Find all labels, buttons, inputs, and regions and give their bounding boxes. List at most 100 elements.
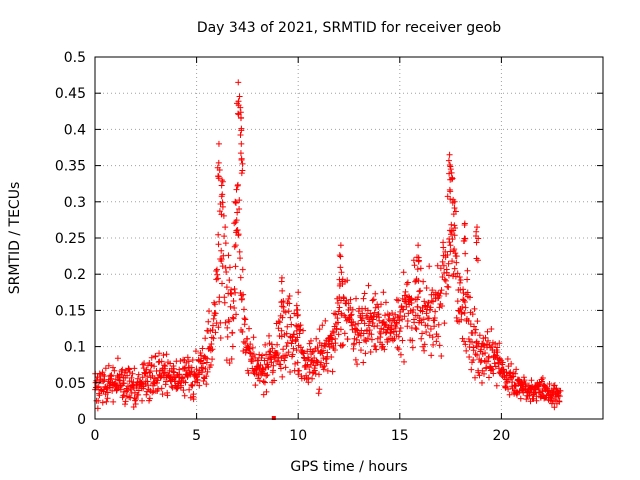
data-point xyxy=(474,343,481,350)
data-point xyxy=(336,252,343,259)
data-point xyxy=(291,331,298,338)
data-point xyxy=(496,340,503,347)
data-point xyxy=(210,335,217,342)
data-point xyxy=(363,338,370,345)
data-point xyxy=(535,386,542,393)
data-point xyxy=(451,265,458,272)
data-point xyxy=(461,298,468,305)
data-point xyxy=(424,303,431,310)
data-point xyxy=(451,246,458,253)
data-point xyxy=(135,391,142,398)
data-point xyxy=(324,349,331,356)
data-point xyxy=(423,284,430,291)
data-point xyxy=(228,291,235,298)
data-point xyxy=(360,359,367,366)
data-point xyxy=(552,396,559,403)
data-point xyxy=(120,380,127,387)
data-point xyxy=(250,351,257,358)
data-point xyxy=(174,385,181,392)
data-point xyxy=(260,378,267,385)
data-point xyxy=(462,304,469,311)
data-point xyxy=(143,391,150,398)
data-point xyxy=(473,239,480,246)
data-point xyxy=(490,370,497,377)
data-point xyxy=(460,297,467,304)
data-point xyxy=(247,341,254,348)
x-tick-label: 0 xyxy=(91,428,100,444)
data-point xyxy=(446,151,453,158)
data-point xyxy=(285,349,292,356)
data-point xyxy=(404,279,411,286)
data-point xyxy=(216,208,223,215)
data-point xyxy=(250,334,257,341)
data-point xyxy=(466,294,473,301)
data-point xyxy=(202,335,209,342)
data-point xyxy=(221,299,228,306)
data-point xyxy=(229,314,236,321)
data-point xyxy=(461,221,468,228)
data-point xyxy=(266,348,273,355)
data-point xyxy=(205,318,212,325)
data-point xyxy=(225,252,232,259)
data-point xyxy=(445,272,452,279)
data-point xyxy=(348,311,355,318)
data-point xyxy=(447,196,454,203)
data-point xyxy=(239,160,246,167)
data-point xyxy=(377,330,384,337)
data-point xyxy=(424,322,431,329)
data-point xyxy=(212,310,219,317)
data-point xyxy=(234,209,241,216)
data-point xyxy=(508,360,515,367)
data-point xyxy=(194,377,201,384)
data-point xyxy=(335,331,342,338)
data-point xyxy=(347,296,354,303)
data-point xyxy=(439,303,446,310)
data-point xyxy=(451,222,458,229)
data-point xyxy=(126,366,133,373)
data-point xyxy=(372,304,379,311)
data-point xyxy=(437,265,444,272)
data-point xyxy=(337,253,344,260)
data-point xyxy=(146,369,153,376)
data-point xyxy=(489,366,496,373)
data-point xyxy=(245,370,252,377)
data-point xyxy=(214,271,221,278)
data-point xyxy=(445,157,452,164)
data-point xyxy=(447,163,454,170)
data-point xyxy=(255,357,262,364)
data-point xyxy=(357,347,364,354)
data-point xyxy=(135,371,142,378)
data-point xyxy=(236,93,243,100)
data-point xyxy=(451,198,458,205)
data-point xyxy=(393,319,400,326)
data-point xyxy=(471,305,478,312)
data-point xyxy=(114,355,121,362)
data-point xyxy=(467,321,474,328)
data-point xyxy=(230,315,237,322)
data-point xyxy=(461,309,468,316)
data-point xyxy=(494,349,501,356)
data-point xyxy=(203,381,210,388)
data-point xyxy=(484,328,491,335)
data-point xyxy=(336,304,343,311)
data-point xyxy=(456,279,463,286)
data-point xyxy=(285,308,292,315)
x-tick-label: 5 xyxy=(192,428,201,444)
data-point xyxy=(427,307,434,314)
data-point xyxy=(242,316,249,323)
data-point xyxy=(428,297,435,304)
data-point xyxy=(296,367,303,374)
data-point xyxy=(485,353,492,360)
data-point xyxy=(509,379,516,386)
data-point xyxy=(449,236,456,243)
data-point xyxy=(238,127,245,134)
data-point xyxy=(210,322,217,329)
data-point xyxy=(295,371,302,378)
data-point xyxy=(457,277,464,284)
data-point xyxy=(451,205,458,212)
data-point xyxy=(472,374,479,381)
data-point xyxy=(335,319,341,326)
data-point xyxy=(362,350,369,357)
data-point xyxy=(149,389,156,396)
data-point xyxy=(176,371,183,378)
